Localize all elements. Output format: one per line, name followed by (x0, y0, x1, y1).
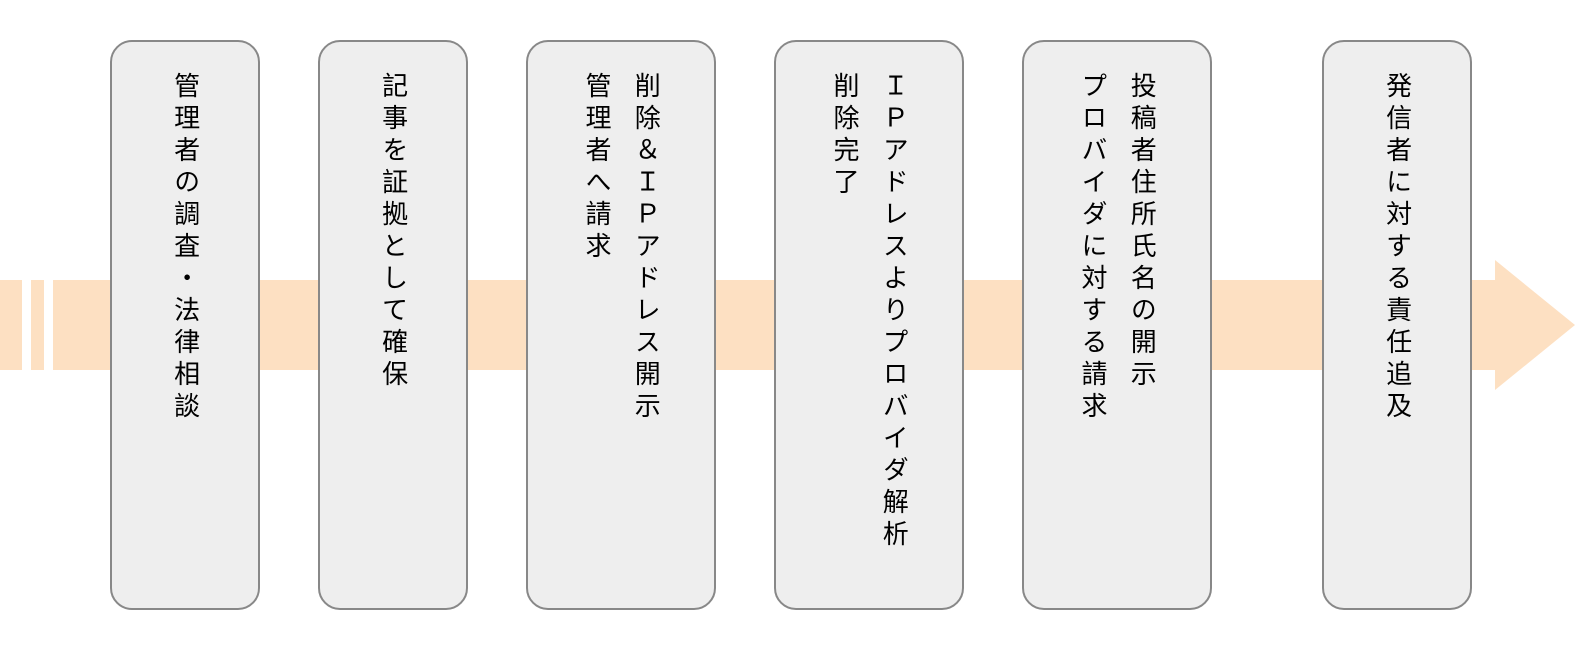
step-box-4: 削除完了 ＩＰアドレスよりプロバイダ解析 (774, 40, 964, 610)
step-box-5: プロバイダに対する請求 投稿者住所氏名の開示 (1022, 40, 1212, 610)
step-box-3: 管理者へ請求 削除＆ＩＰアドレス開示 (526, 40, 716, 610)
step-text: 削除完了 (829, 72, 860, 200)
step-text: 管理者の調査・法律相談 (169, 72, 200, 424)
step-box-2: 記事を証拠として確保 (318, 40, 468, 610)
step-text: 記事を証拠として確保 (377, 72, 408, 392)
step-box-1: 管理者の調査・法律相談 (110, 40, 260, 610)
step-text: 発信者に対する責任追及 (1381, 72, 1412, 424)
step-box-6: 発信者に対する責任追及 (1322, 40, 1472, 610)
steps-container: 管理者の調査・法律相談 記事を証拠として確保 管理者へ請求 削除＆ＩＰアドレス開… (0, 40, 1575, 610)
step-text: 投稿者住所氏名の開示 (1126, 72, 1157, 392)
step-text: 削除＆ＩＰアドレス開示 (630, 72, 661, 424)
step-text: 管理者へ請求 (581, 72, 612, 264)
step-text: ＩＰアドレスよりプロバイダ解析 (878, 72, 909, 552)
step-text: プロバイダに対する請求 (1077, 72, 1108, 424)
